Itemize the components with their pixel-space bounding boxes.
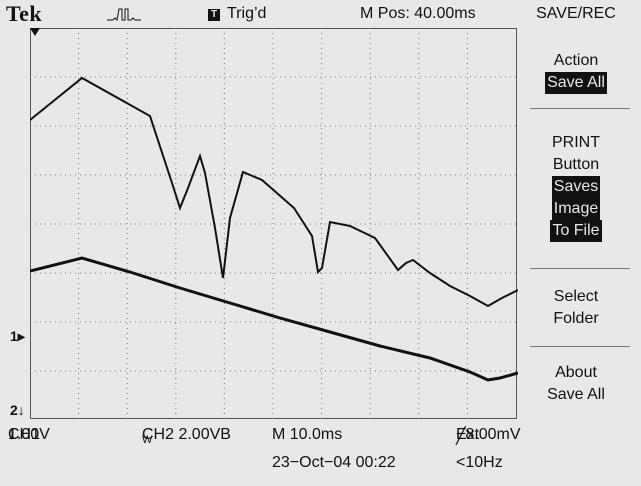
ch1-marker-arrow-icon: ▸ <box>17 328 25 344</box>
menu-title: SAVE/REC <box>536 5 616 22</box>
ch1-label: CH1 <box>8 426 41 443</box>
menu-action-button[interactable]: Action Save All <box>522 50 630 94</box>
menu-divider <box>530 346 630 347</box>
about-label-1: About <box>555 364 597 381</box>
coupling-arrow-icon: ↓ <box>8 426 16 443</box>
ch2-readout: CH2 2.00VB W <box>142 426 231 447</box>
ch2-ground-marker: 2↓ <box>10 402 25 418</box>
action-value: Save All <box>545 72 607 94</box>
select-label-2: Folder <box>553 310 599 327</box>
trigger-level: −8.00mV <box>456 426 521 443</box>
ch1-waveform <box>30 76 518 308</box>
ch2-marker-arrow-icon: ↓ <box>17 402 25 418</box>
print-label: PRINT <box>552 134 600 151</box>
timebase-readout: M 10.0ms <box>272 426 343 443</box>
menu-print-button[interactable]: PRINT Button Saves Image To File <box>522 132 630 242</box>
menu-about-button[interactable]: About Save All <box>522 362 630 406</box>
select-label-1: Select <box>553 288 599 305</box>
ch1-ground-marker: 1▸ <box>10 328 25 345</box>
menu-select-folder-button[interactable]: Select Folder <box>522 286 630 330</box>
menu-divider <box>530 108 630 109</box>
acquire-waveform-icon <box>107 8 141 21</box>
about-label-2: Save All <box>547 386 605 403</box>
action-label: Action <box>553 52 599 69</box>
date-time: 23−Oct−04 00:22 <box>272 454 396 471</box>
graticule <box>30 28 518 420</box>
trigger-status: Trig’d <box>227 5 267 22</box>
ch2-waveform <box>30 256 518 382</box>
menu-divider <box>530 268 630 269</box>
print-label-2: Button <box>552 156 600 173</box>
trigger-source: Ext <box>456 426 480 443</box>
print-value-3: To File <box>550 220 602 242</box>
waveform-display <box>30 28 518 420</box>
brand-logo: Tek <box>6 1 43 26</box>
trigger-icon: T <box>208 9 220 21</box>
side-menu: Action Save All PRINT Button Saves Image… <box>522 28 630 420</box>
print-value-1: Saves <box>551 176 601 198</box>
trigger-position-icon <box>30 28 40 36</box>
ch1-scale: 1.00V <box>8 426 50 443</box>
ch2-marker-label: 2 <box>10 402 18 418</box>
print-value-2: Image <box>551 198 601 220</box>
ch2-label: CH2 2.00VB <box>142 426 231 443</box>
status-header: Tek T Trig’d M Pos: 40.00ms SAVE/REC <box>0 0 641 28</box>
main-position-readout: M Pos: 40.00ms <box>360 5 476 22</box>
ch1-marker-label: 1 <box>10 328 18 344</box>
ch2-bw-suffix: W <box>142 434 153 447</box>
status-bar: CH1 ↓ 1.00V CH2 2.00VB W M 10.0ms Ext ╱ −8.… <box>0 420 641 486</box>
trigger-frequency: <10Hz <box>456 454 503 471</box>
rising-edge-icon: ╱ <box>456 428 466 445</box>
